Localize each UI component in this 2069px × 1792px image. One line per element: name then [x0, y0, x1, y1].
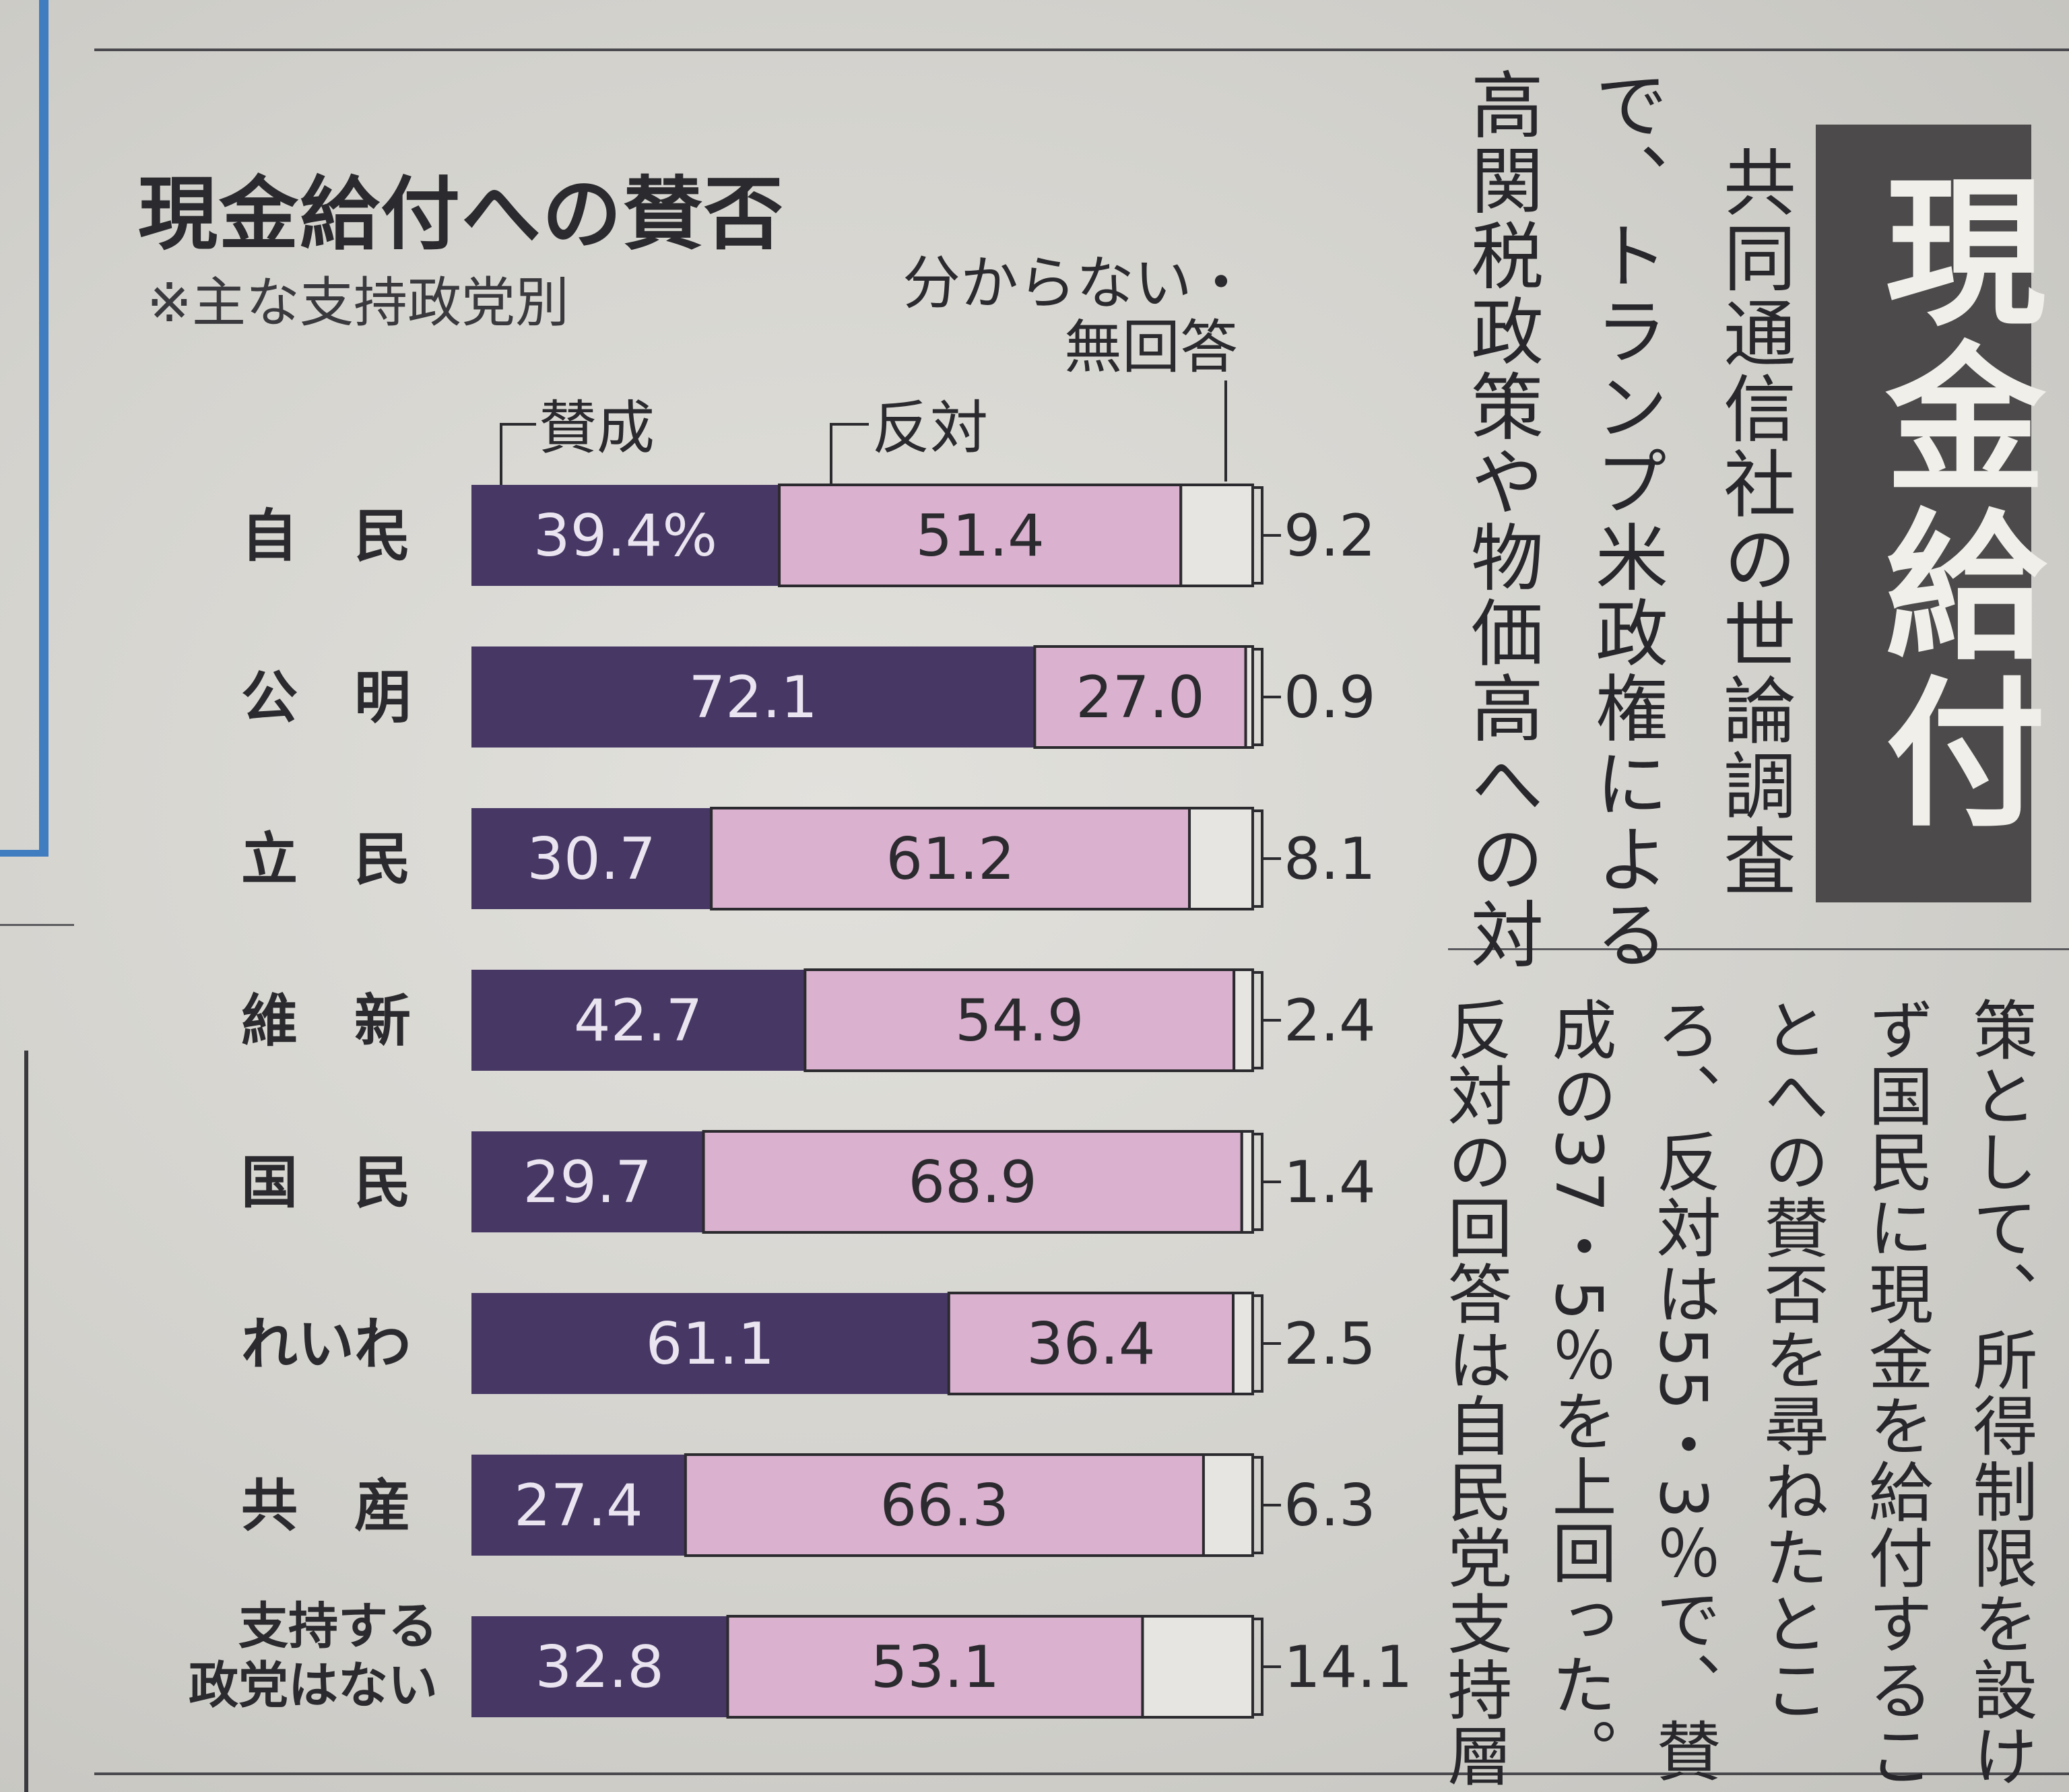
- unknown-bracket: [1254, 971, 1263, 1069]
- category-label: 共 産: [241, 1473, 411, 1539]
- bar-oppose: [726, 1615, 1144, 1719]
- bar-oppose: [778, 484, 1183, 587]
- bar-unknown-label: 2.4: [1284, 987, 1376, 1055]
- bar-approve: [471, 1131, 704, 1232]
- legend-approve-leader: [500, 423, 536, 426]
- bar-approve-label: 42.7: [574, 987, 702, 1055]
- category-label: 公 明: [241, 665, 411, 731]
- article-upper-col-2: で、トランプ米政権による: [1583, 67, 1668, 972]
- bar-unknown: [1232, 1292, 1254, 1395]
- bar-oppose: [702, 1130, 1243, 1234]
- legend-oppose: 反対: [872, 395, 988, 462]
- bar-approve-label: 30.7: [527, 826, 655, 893]
- article-upper-col-1: 共同通信社の世論調査: [1711, 145, 1796, 899]
- bar-oppose-label: 27.0: [1076, 664, 1204, 731]
- chart-title: 現金給付への賛否: [138, 168, 785, 261]
- bar-unknown: [1141, 1615, 1254, 1719]
- bar-approve-label: 39.4%: [533, 502, 717, 570]
- left-column-divider: [0, 924, 74, 926]
- article-lower-col-4: ろ、反対は55・3％で、賛: [1645, 997, 1721, 1785]
- bar-approve: [471, 485, 780, 586]
- category-label-line: 支持する: [238, 1597, 438, 1655]
- article-lower-col-2: ず国民に現金を給付するこ: [1858, 997, 1933, 1789]
- bar-unknown-label: 14.1: [1284, 1634, 1412, 1701]
- bar-unknown-label: 9.2: [1284, 502, 1376, 570]
- article-lower-col-3: とへの賛否を尋ねたとこ: [1753, 997, 1829, 1723]
- category-label: 維 新: [241, 988, 411, 1054]
- bar-oppose-label: 51.4: [915, 502, 1044, 570]
- legend-approve-leader-v: [500, 423, 502, 500]
- legend-unknown-line2: 無回答: [1064, 314, 1238, 381]
- bar-unknown: [1240, 1130, 1255, 1234]
- category-label: 自 民: [241, 503, 411, 569]
- bar-approve: [471, 1455, 686, 1556]
- bar-approve: [471, 646, 1035, 748]
- top-rule: [94, 48, 2069, 51]
- article-lower-col-5: 成の37・5％を上回った。: [1541, 997, 1616, 1785]
- legend-unknown-leader: [1224, 380, 1227, 482]
- bar-approve-label: 61.1: [646, 1310, 775, 1378]
- article-lower-col-6: 反対の回答は自民党支持層: [1437, 997, 1512, 1789]
- unknown-bracket: [1254, 1456, 1263, 1554]
- bar-unknown: [1244, 645, 1255, 749]
- bar-oppose-label: 54.9: [955, 987, 1084, 1055]
- category-label-line: 政党はない: [189, 1657, 438, 1715]
- chart-note: ※主な支持政党別: [147, 271, 570, 334]
- legend-approve: 賛成: [539, 395, 655, 462]
- article-divider: [1448, 948, 2069, 950]
- bar-oppose-label: 53.1: [871, 1634, 999, 1701]
- category-label: 立 民: [241, 826, 411, 892]
- bar-unknown-label: 6.3: [1284, 1472, 1376, 1539]
- bar-approve-label: 27.4: [514, 1472, 643, 1539]
- unknown-bracket: [1254, 486, 1263, 585]
- unknown-bracket: [1254, 1133, 1263, 1231]
- bottom-rule: [94, 1772, 2069, 1775]
- bar-approve-label: 72.1: [688, 664, 817, 731]
- bar-unknown-label: 2.5: [1284, 1310, 1376, 1378]
- unknown-bracket: [1254, 648, 1263, 746]
- bar-oppose: [803, 968, 1236, 1072]
- bar-unknown-label: 1.4: [1284, 1149, 1376, 1216]
- bar-unknown-label: 8.1: [1284, 826, 1376, 893]
- legend-oppose-leader-v: [830, 423, 832, 500]
- blue-border-horizontal: [0, 850, 48, 857]
- bar-unknown-label: 0.9: [1284, 664, 1376, 731]
- legend-oppose-leader: [830, 423, 869, 426]
- bar-approve-label: 29.7: [523, 1149, 652, 1216]
- bar-oppose: [947, 1292, 1235, 1395]
- unknown-bracket: [1254, 809, 1263, 908]
- article-upper-col-3: 高関税政策や物価高への対: [1459, 67, 1543, 972]
- headline-box: [1816, 125, 2031, 902]
- bar-oppose: [1033, 645, 1247, 749]
- bar-oppose-label: 68.9: [908, 1149, 1037, 1216]
- bar-unknown: [1202, 1453, 1255, 1557]
- blue-border-vertical: [39, 0, 48, 855]
- bar-approve: [471, 970, 806, 1071]
- bar-approve: [471, 1616, 728, 1717]
- category-label: れいわ: [241, 1311, 411, 1377]
- headline: 現金給付: [1858, 168, 2044, 836]
- category-label: 国 民: [241, 1150, 411, 1216]
- article-lower-col-1: 策として、所得制限を設け: [1962, 997, 2037, 1789]
- bar-approve: [471, 808, 712, 909]
- bar-unknown: [1233, 968, 1255, 1072]
- unknown-bracket: [1254, 1618, 1263, 1716]
- bar-oppose-label: 61.2: [886, 826, 1014, 893]
- bar-approve-label: 32.8: [535, 1634, 663, 1701]
- left-column-rule: [24, 1051, 28, 1792]
- unknown-bracket: [1254, 1294, 1263, 1393]
- bar-approve: [471, 1293, 949, 1394]
- bar-unknown: [1179, 484, 1255, 587]
- bar-oppose: [710, 807, 1191, 910]
- bar-unknown: [1188, 807, 1255, 910]
- bar-oppose-label: 66.3: [880, 1472, 1009, 1539]
- bar-oppose-label: 36.4: [1026, 1310, 1155, 1378]
- legend-unknown-line1: 分からない・: [902, 250, 1250, 317]
